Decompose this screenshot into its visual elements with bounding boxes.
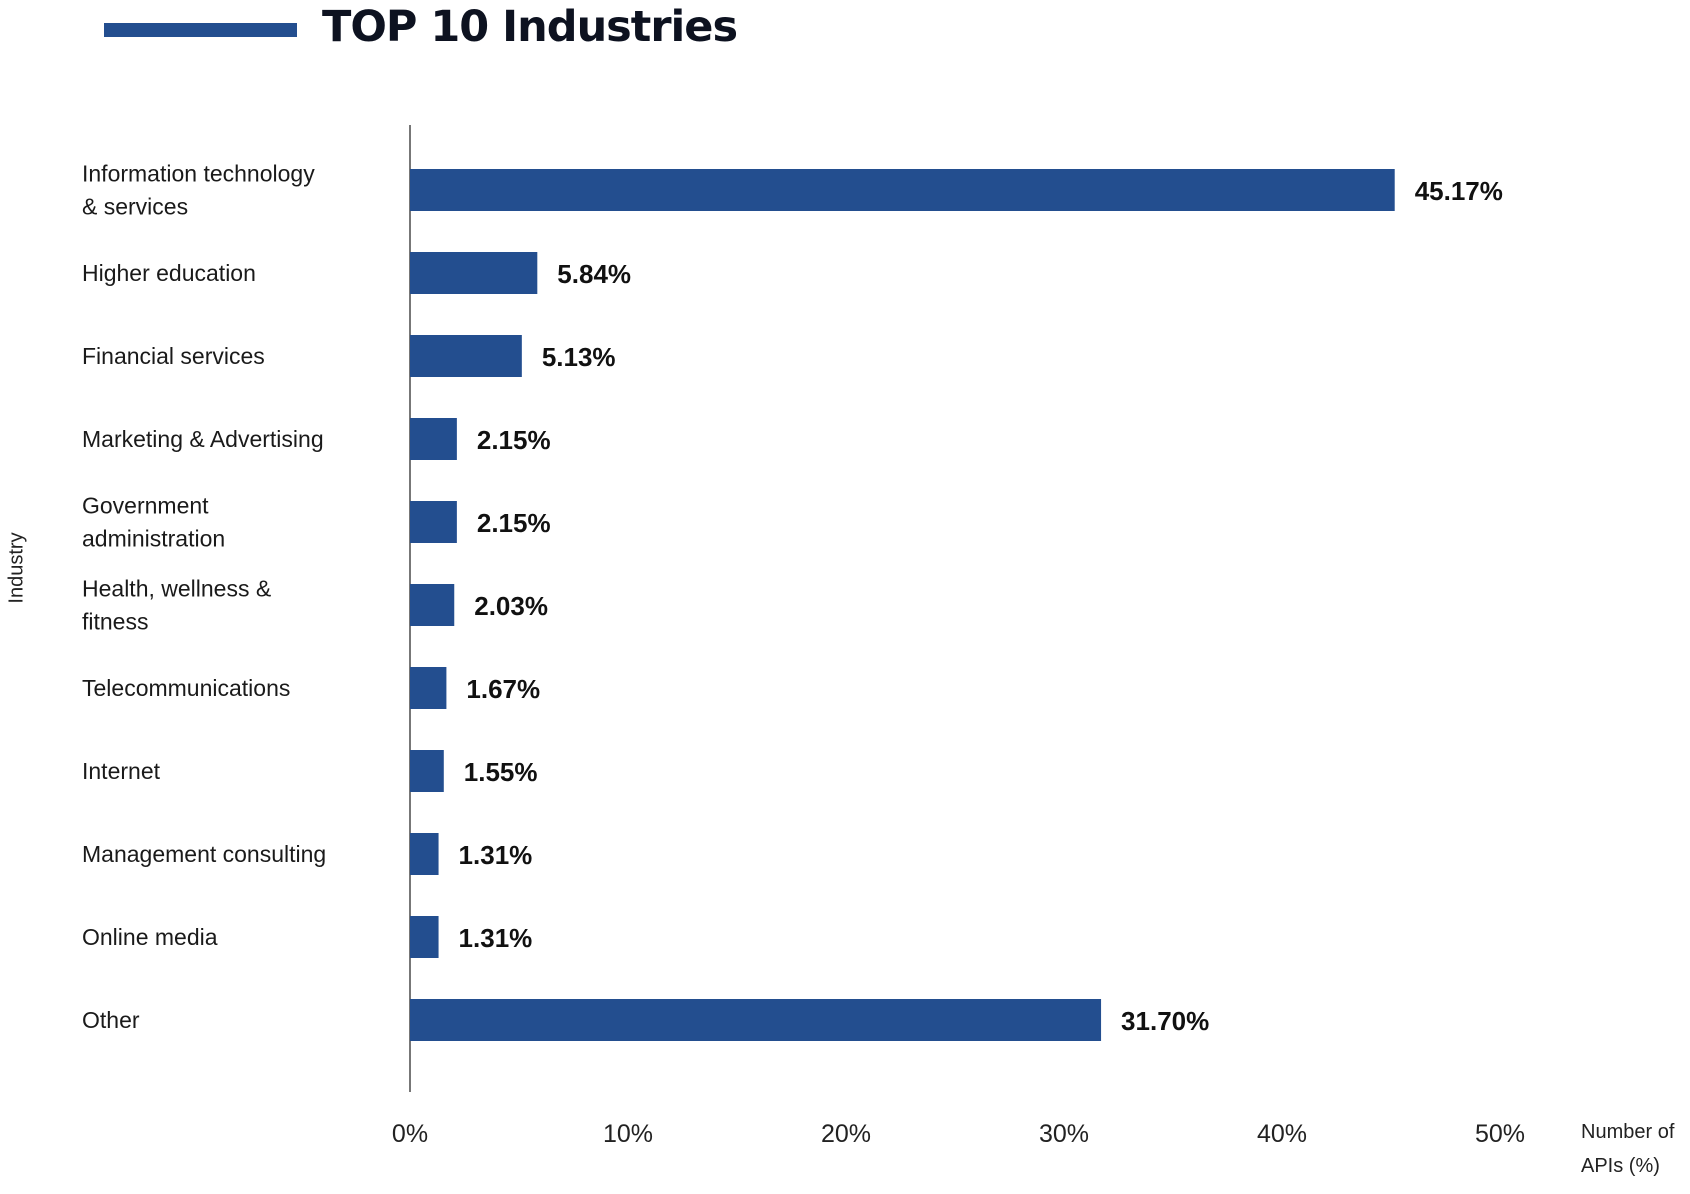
bar-value-label: 45.17% bbox=[1415, 176, 1503, 206]
bar bbox=[410, 169, 1395, 211]
category-label: Management consulting bbox=[82, 841, 326, 867]
category-label: Government bbox=[82, 493, 209, 519]
category-label: Other bbox=[82, 1007, 140, 1033]
category-label: fitness bbox=[82, 609, 148, 635]
x-tick-label: 40% bbox=[1257, 1120, 1307, 1148]
category-label: Telecommunications bbox=[82, 675, 290, 701]
bar bbox=[410, 999, 1102, 1041]
bar bbox=[410, 252, 538, 294]
bar bbox=[410, 584, 455, 626]
bar-value-label: 1.67% bbox=[466, 674, 540, 704]
x-tick-label: 10% bbox=[603, 1120, 653, 1148]
bar-value-label: 2.15% bbox=[477, 508, 551, 538]
bar bbox=[410, 418, 457, 460]
bar bbox=[410, 833, 439, 875]
category-label: Health, wellness & bbox=[82, 576, 271, 602]
category-label: Information technology bbox=[82, 161, 315, 187]
category-label: Internet bbox=[82, 758, 161, 784]
bar-value-label: 2.03% bbox=[474, 591, 548, 621]
chart-title: TOP 10 Industries bbox=[322, 2, 738, 52]
x-tick-label: 0% bbox=[392, 1120, 428, 1148]
category-label: administration bbox=[82, 526, 225, 552]
bar bbox=[410, 750, 444, 792]
title-accent-bar bbox=[104, 23, 297, 37]
bar-value-label: 1.31% bbox=[459, 923, 533, 953]
bar-value-label: 1.31% bbox=[459, 840, 533, 870]
x-tick-label: 30% bbox=[1039, 1120, 1089, 1148]
bar-value-label: 1.55% bbox=[464, 757, 538, 787]
category-label: & services bbox=[82, 194, 188, 220]
category-label: Financial services bbox=[82, 343, 265, 369]
bar bbox=[410, 501, 457, 543]
bar bbox=[410, 916, 439, 958]
bar bbox=[410, 335, 522, 377]
x-tick-label: 50% bbox=[1475, 1120, 1525, 1148]
bar-value-label: 5.13% bbox=[542, 342, 616, 372]
category-label: Online media bbox=[82, 924, 218, 950]
bar-value-label: 2.15% bbox=[477, 425, 551, 455]
x-axis-title: Number of APIs (%) bbox=[1581, 1121, 1675, 1177]
category-label: Marketing & Advertising bbox=[82, 426, 324, 452]
x-tick-label: 20% bbox=[821, 1120, 871, 1148]
bar-value-label: 31.70% bbox=[1121, 1006, 1209, 1036]
bar-value-label: 5.84% bbox=[557, 259, 631, 289]
bar bbox=[410, 667, 447, 709]
category-label: Higher education bbox=[82, 260, 256, 286]
